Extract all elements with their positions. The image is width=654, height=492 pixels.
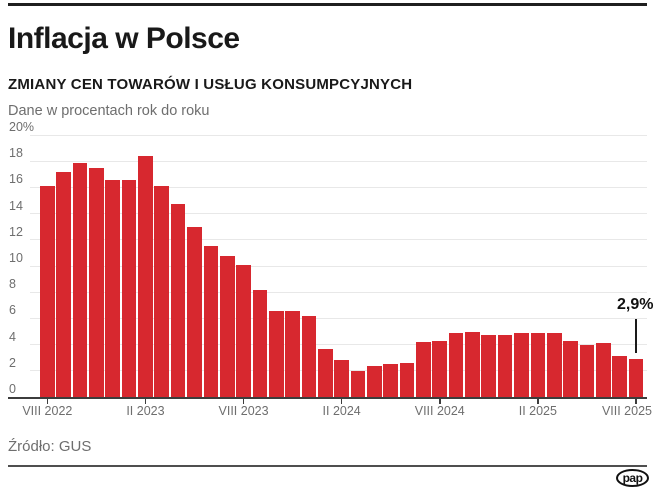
chart-bar	[285, 310, 300, 397]
chart-bar	[563, 340, 578, 397]
x-axis-tick	[46, 398, 49, 404]
chart-bar	[268, 310, 284, 397]
chart-bar	[497, 335, 513, 397]
chart-bar	[236, 264, 251, 397]
y-axis-label: 18	[9, 146, 23, 161]
chart-bar	[334, 360, 349, 397]
x-axis-label: VIII 2023	[218, 404, 269, 418]
chart-bar	[105, 179, 121, 397]
x-axis-tick	[537, 398, 539, 404]
chart-bar	[56, 171, 72, 397]
chart-bar	[383, 364, 399, 397]
chart-bar	[170, 204, 186, 397]
chart-bar	[89, 167, 104, 397]
top-rule	[8, 3, 647, 6]
chart-bar	[595, 343, 611, 397]
chart-bar	[579, 344, 595, 397]
x-axis-tick	[340, 398, 343, 404]
chart-bar	[628, 359, 644, 397]
y-axis-label: 6	[9, 303, 16, 318]
chart-bar	[448, 332, 464, 397]
x-axis-label: II 2025	[518, 404, 557, 418]
x-axis-label: II 2023	[126, 404, 165, 418]
source-label: Źródło: GUS	[8, 438, 92, 455]
chart-bar	[432, 340, 448, 397]
chart-bar	[465, 331, 480, 397]
chart-note: Dane w procentach rok do roku	[8, 103, 210, 119]
gridline	[30, 344, 647, 346]
pap-logo: pap	[616, 469, 649, 487]
chart-bar	[367, 365, 382, 397]
chart-bar	[399, 362, 415, 397]
chart-bar	[481, 335, 497, 397]
gridline	[30, 160, 647, 162]
y-axis-label: 10	[9, 251, 23, 265]
gridline	[30, 317, 647, 319]
bottom-rule	[8, 465, 647, 467]
chart-bar	[301, 315, 317, 397]
x-axis-tick	[144, 398, 147, 404]
x-axis-tick	[242, 398, 245, 404]
y-axis-label: 12	[9, 224, 23, 239]
chart-bar	[546, 332, 562, 397]
chart-bar	[612, 356, 627, 397]
chart-bar	[416, 341, 431, 397]
y-axis-label: 4	[9, 329, 16, 344]
x-axis-tick	[635, 398, 637, 404]
y-axis-label: 8	[9, 277, 16, 292]
gridline	[30, 213, 647, 215]
chart-bar	[187, 226, 202, 397]
x-axis-label: VIII 2025	[601, 404, 652, 418]
x-axis-label: VIII 2024	[414, 404, 465, 418]
chart-bar	[121, 179, 137, 397]
chart-bar	[530, 332, 546, 397]
gridline	[30, 265, 647, 267]
chart-bar	[138, 155, 153, 397]
chart-bar	[350, 370, 366, 397]
annotation-line	[635, 319, 637, 353]
y-axis-label: 0	[9, 382, 16, 396]
chart-bar	[154, 186, 170, 397]
chart-bar	[317, 348, 333, 397]
chart-subtitle: ZMIANY CEN TOWARÓW I USŁUG KONSUMPCYJNYC…	[8, 76, 413, 93]
chart-bar	[203, 246, 219, 397]
x-axis-line	[8, 396, 647, 399]
x-axis-label: II 2024	[322, 404, 361, 418]
y-axis-label: 14	[9, 198, 23, 213]
chart-bar	[219, 255, 235, 397]
y-axis-label: 16	[9, 172, 23, 187]
chart-bar	[72, 162, 88, 397]
annotation-value: 2,9%	[616, 296, 654, 313]
gridline	[30, 239, 647, 241]
y-axis-label: 2	[9, 355, 16, 370]
page-title: Inflacja w Polsce	[8, 22, 240, 55]
gridline	[30, 186, 647, 188]
chart-bar	[252, 289, 268, 397]
gridline	[30, 134, 647, 136]
gridline	[30, 291, 647, 293]
y-axis-label: 20%	[9, 120, 35, 134]
chart-bar	[40, 186, 55, 397]
x-axis-label: VIII 2022	[22, 404, 73, 418]
chart-bar	[514, 332, 529, 397]
x-axis-tick	[439, 398, 441, 404]
